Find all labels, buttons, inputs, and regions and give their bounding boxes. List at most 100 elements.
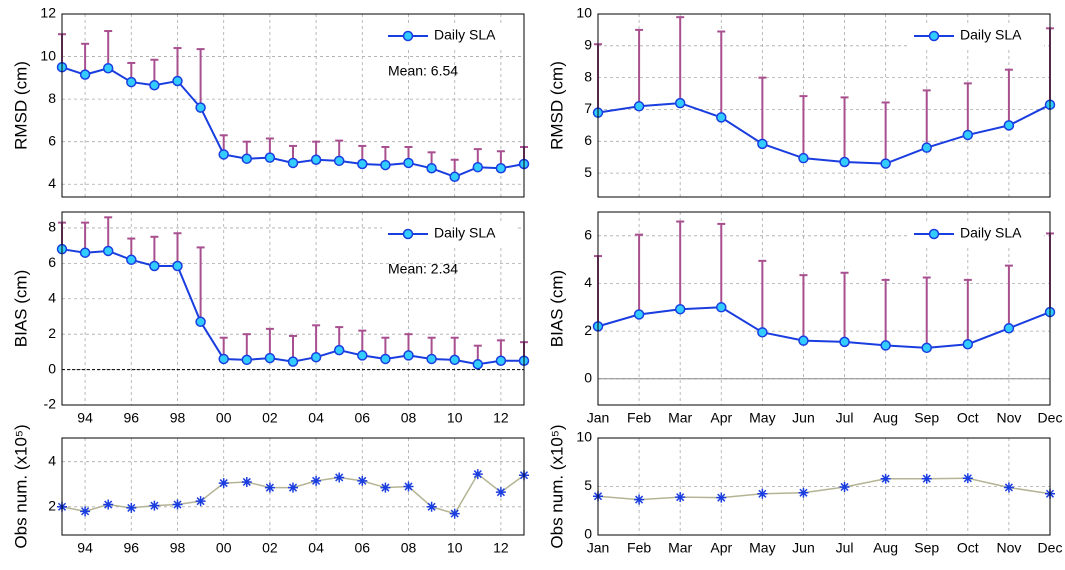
point	[287, 356, 299, 367]
point	[921, 473, 932, 484]
legend-marker	[402, 228, 414, 240]
point	[495, 163, 507, 174]
y-axis-label: Obs num. (x10⁵)	[11, 424, 30, 548]
x-tick-label: 06	[355, 410, 371, 426]
point	[218, 149, 229, 160]
annotation: Mean: 6.54	[388, 63, 458, 79]
point	[472, 469, 483, 480]
y-tick-label: 6	[584, 227, 592, 243]
point	[357, 475, 368, 486]
y-axis-label: RMSD (cm)	[11, 61, 30, 150]
x-tick-label: 12	[493, 410, 509, 426]
point	[80, 506, 91, 517]
x-tick-label: Apr	[710, 540, 732, 556]
x-tick-label: Jan	[587, 540, 610, 556]
legend-marker	[402, 30, 414, 42]
y-tick-label: 5	[584, 164, 592, 180]
point	[380, 353, 391, 365]
point	[310, 154, 322, 166]
point	[716, 302, 727, 313]
x-tick-label: 94	[77, 410, 93, 426]
y-tick-label: -2	[44, 396, 57, 412]
x-tick-label: Aug	[873, 410, 898, 426]
y-tick-label: 2	[48, 325, 56, 341]
y-tick-label: 6	[584, 132, 592, 148]
point	[880, 340, 891, 351]
x-tick-label: Oct	[957, 410, 979, 426]
x-tick-label: 10	[447, 410, 463, 426]
x-tick-label: Jun	[792, 410, 815, 426]
x-tick-label: 00	[216, 540, 232, 556]
x-tick-label: Mar	[668, 540, 692, 556]
point	[195, 316, 206, 328]
point	[921, 142, 932, 153]
point	[241, 354, 253, 366]
x-tick-label: Dec	[1038, 410, 1063, 426]
x-tick-label: Nov	[996, 410, 1021, 426]
y-axis-label: BIAS (cm)	[11, 270, 30, 347]
legend-marker	[928, 30, 940, 42]
point	[403, 157, 414, 169]
plot-frame	[61, 13, 525, 198]
point	[195, 102, 206, 113]
y-tick-label: 4	[48, 175, 56, 191]
series-line	[597, 306, 1051, 349]
y-tick-label: 8	[48, 90, 56, 106]
y-tick-label: 12	[40, 5, 56, 21]
point	[426, 501, 437, 512]
point	[633, 101, 645, 112]
plot-frame	[597, 13, 1051, 198]
point	[449, 354, 460, 366]
point	[634, 494, 645, 505]
point	[674, 303, 686, 315]
point	[241, 476, 252, 487]
x-tick-label: 98	[170, 540, 186, 556]
y-tick-label: 10	[576, 429, 592, 445]
x-tick-label: Nov	[996, 540, 1021, 556]
y-axis-label: BIAS (cm)	[547, 270, 566, 347]
point	[426, 353, 437, 365]
point	[403, 481, 414, 492]
point	[380, 159, 391, 171]
x-tick-label: May	[749, 540, 775, 556]
point	[264, 352, 276, 364]
y-tick-label: 6	[48, 132, 56, 148]
point	[218, 478, 229, 489]
point	[333, 155, 345, 167]
x-tick-label: 00	[216, 410, 232, 426]
y-tick-label: 4	[48, 289, 56, 305]
point	[449, 171, 460, 183]
point	[757, 138, 768, 150]
x-tick-label: 02	[262, 410, 278, 426]
x-tick-label: 10	[447, 540, 463, 556]
point	[264, 482, 275, 493]
y-tick-label: 0	[584, 369, 592, 385]
point	[472, 359, 484, 370]
y-tick-label: 7	[584, 100, 592, 116]
legend-label: Daily SLA	[960, 27, 1022, 43]
point	[334, 472, 345, 483]
x-tick-label: Jul	[836, 410, 854, 426]
point	[495, 487, 506, 498]
point	[195, 496, 206, 507]
point	[495, 355, 507, 366]
point	[333, 344, 345, 356]
y-axis-label: Obs num. (x10⁵)	[547, 424, 566, 548]
legend-label: Daily SLA	[960, 225, 1022, 241]
plot-frame	[61, 211, 525, 406]
point	[426, 163, 437, 174]
point	[675, 492, 686, 503]
point	[921, 342, 932, 354]
point	[357, 350, 368, 361]
x-tick-label: Sep	[914, 410, 939, 426]
point	[633, 309, 645, 320]
point	[241, 153, 253, 164]
annotation: Mean: 2.34	[388, 261, 458, 277]
series-line	[597, 477, 1051, 501]
y-tick-label: 8	[584, 68, 592, 84]
y-tick-label: 9	[584, 37, 592, 53]
x-tick-label: 08	[401, 540, 417, 556]
panel: 5 6 7 8 9 10 Daily SLA RMSD (cm)	[547, 5, 1056, 198]
x-tick-label: Jul	[836, 540, 854, 556]
